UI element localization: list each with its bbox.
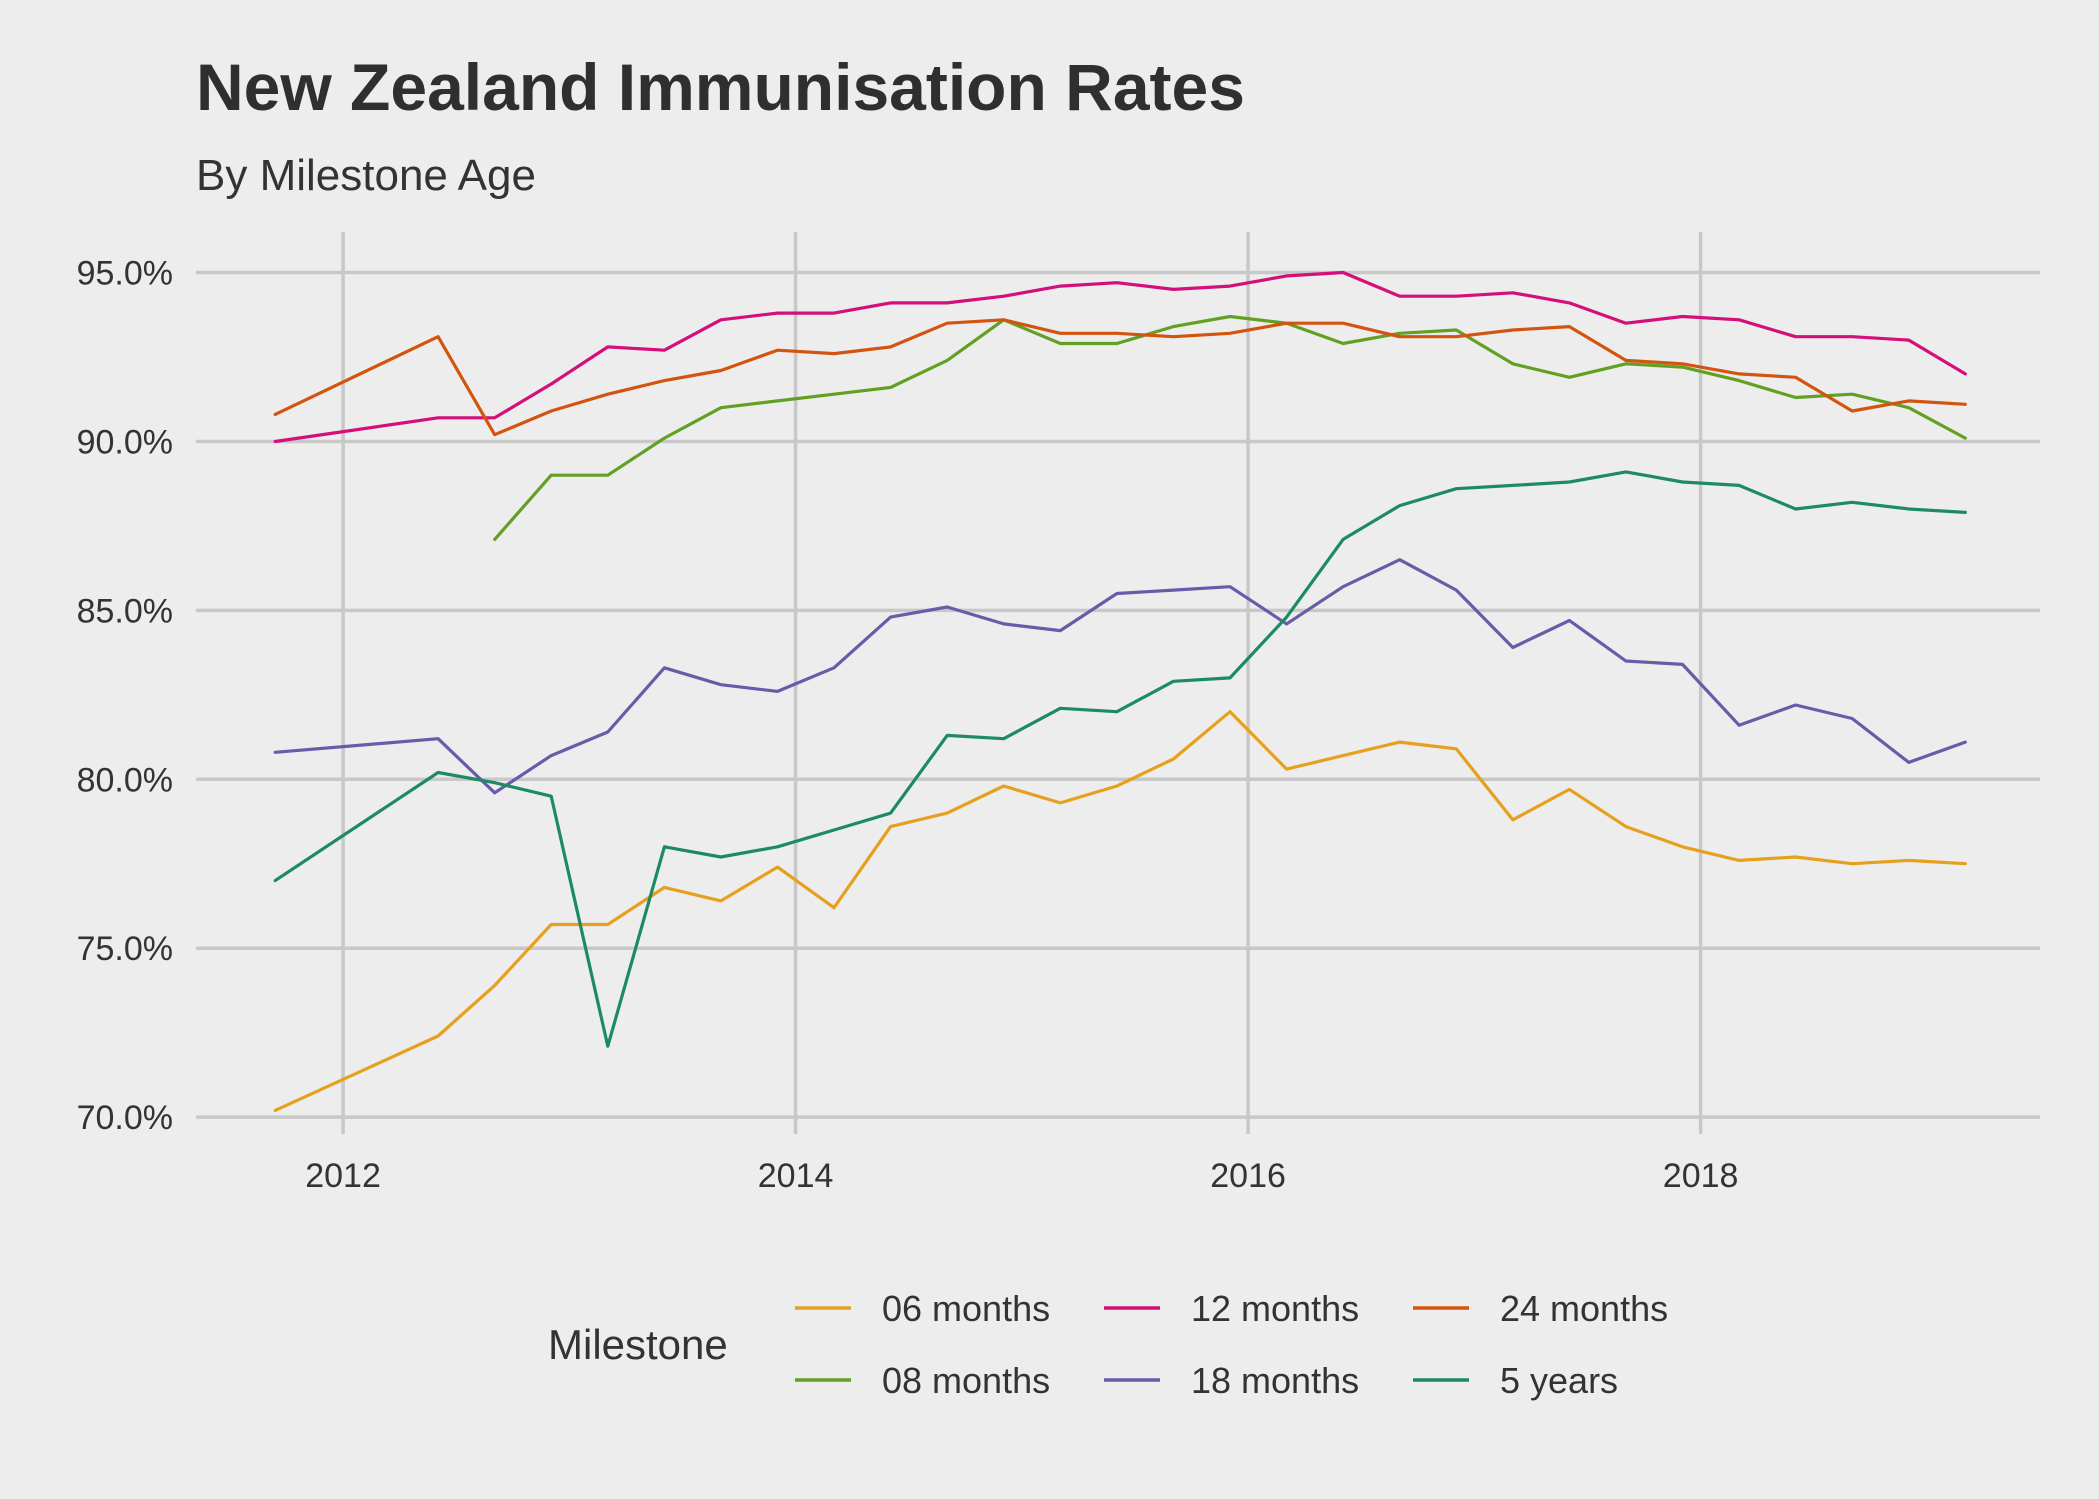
- x-tick-label: 2012: [305, 1157, 381, 1195]
- axis-ticks: 70.0% 75.0% 80.0% 85.0% 90.0% 95.0% 2012 2014 20…: [77, 255, 1739, 1195]
- series-line-24-months: [273, 318, 1967, 437]
- y-tick-label: 90.0%: [77, 423, 173, 461]
- legend-label: 08 months: [882, 1360, 1050, 1401]
- legend-label: 5 years: [1500, 1360, 1618, 1401]
- legend-label: 12 months: [1191, 1288, 1359, 1329]
- chart-subtitle: By Milestone Age: [196, 151, 536, 200]
- grid-lines: [196, 232, 2040, 1134]
- series-line-08-months: [493, 314, 1967, 542]
- series-line-12-months: [273, 270, 1967, 444]
- series-lines: [273, 270, 1967, 1113]
- y-tick-label: 80.0%: [77, 761, 173, 799]
- y-tick-label: 85.0%: [77, 592, 173, 630]
- x-tick-label: 2014: [758, 1157, 834, 1195]
- chart-title: New Zealand Immunisation Rates: [196, 50, 1245, 124]
- legend-label: 24 months: [1500, 1288, 1668, 1329]
- series-line-18-months: [273, 558, 1967, 795]
- y-tick-label: 75.0%: [77, 930, 173, 968]
- legend: Milestone 06 months 12 months 24 months 08 …: [548, 1288, 1668, 1401]
- legend-label: 06 months: [882, 1288, 1050, 1329]
- series-line-06-months: [273, 710, 1967, 1113]
- y-tick-label: 95.0%: [77, 255, 173, 293]
- x-tick-label: 2016: [1210, 1157, 1286, 1195]
- x-tick-label: 2018: [1663, 1157, 1739, 1195]
- series-line-5-years: [273, 470, 1967, 1048]
- y-tick-label: 70.0%: [77, 1099, 173, 1137]
- legend-title: Milestone: [548, 1321, 728, 1368]
- legend-label: 18 months: [1191, 1360, 1359, 1401]
